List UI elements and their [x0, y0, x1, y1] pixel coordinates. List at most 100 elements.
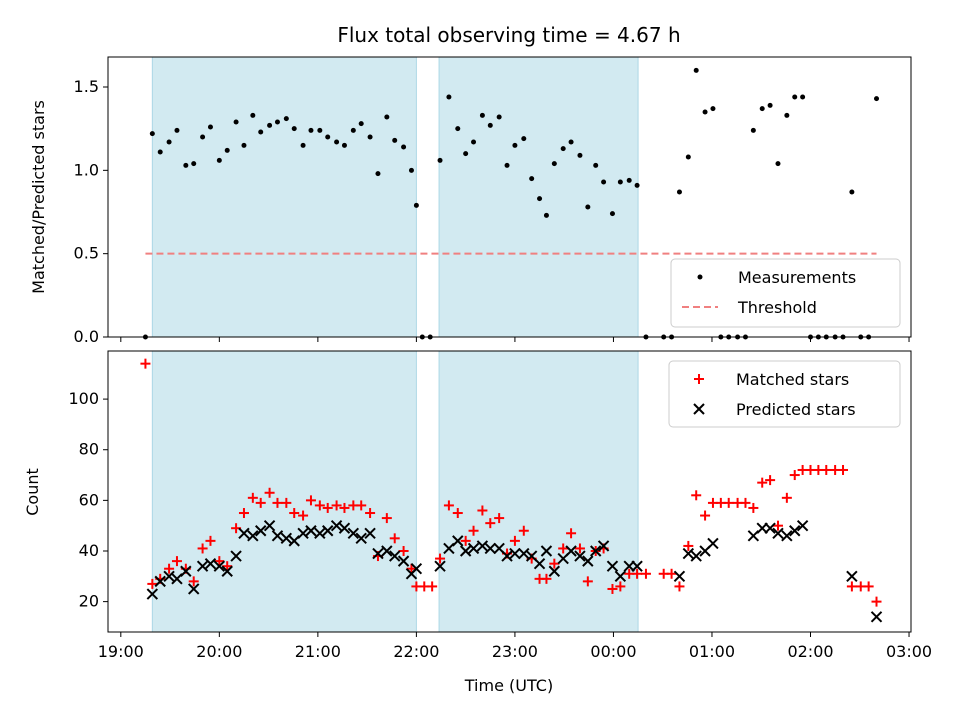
matched-star-point — [197, 543, 208, 554]
predicted-star-point — [163, 570, 175, 583]
predicted-star-point — [597, 540, 610, 552]
matched-star-point — [494, 513, 505, 524]
measurement-point — [455, 126, 461, 132]
predicted-star-point — [509, 547, 521, 560]
measurement-point — [634, 182, 640, 188]
matched-star-point — [772, 520, 783, 531]
bottom-legend-box — [668, 360, 901, 428]
measurement-point — [767, 102, 773, 108]
measurement-point — [384, 114, 390, 120]
matched-star-point — [509, 535, 520, 546]
predicted-star-point — [221, 565, 233, 577]
matched-star-point — [838, 464, 849, 475]
bottom-axes: 20 40 60 80 100 19:00 20:00 21:00 22:00 23:00 00:0… — [68, 389, 932, 661]
predicted-star-point — [590, 545, 602, 557]
predicted-star-point — [196, 560, 209, 572]
legend-matched-label: Matched stars — [736, 370, 849, 389]
x-tick-label: 00:00 — [590, 642, 636, 661]
matched-star-point — [264, 487, 275, 498]
matched-star-point — [255, 497, 266, 508]
measurement-point — [300, 142, 306, 148]
matched-star-point — [460, 535, 471, 546]
matched-star-point — [666, 568, 677, 579]
predicted-star-point — [789, 525, 801, 537]
top-plot-marks — [142, 67, 880, 340]
predicted-star-point — [690, 550, 702, 562]
x-tick-label: 20:00 — [196, 642, 242, 661]
predicted-star-point — [305, 525, 317, 537]
measurement-point — [487, 122, 493, 128]
matched-star-point — [632, 568, 643, 579]
predicted-star-point — [582, 555, 594, 567]
matched-star-point — [331, 500, 342, 511]
matched-star-point — [435, 553, 446, 564]
predicted-star-point — [146, 588, 159, 600]
bottom-y-tick-label: 40 — [79, 541, 99, 560]
measurement-point — [183, 162, 189, 168]
measurement-point — [577, 152, 583, 158]
matched-star-point — [781, 492, 792, 503]
measurement-point — [504, 162, 510, 168]
measurement-point — [207, 124, 213, 130]
predicted-star-point — [501, 550, 513, 562]
matched-star-point — [188, 576, 199, 587]
measurement-point — [750, 127, 756, 133]
measurement-point — [216, 157, 222, 163]
matched-star-point — [789, 470, 800, 481]
matched-star-point — [700, 510, 711, 521]
predicted-star-point — [518, 547, 530, 560]
measurement-point — [267, 122, 273, 128]
predicted-star-point — [330, 519, 343, 532]
measurement-point — [784, 112, 790, 118]
matched-star-point — [566, 528, 577, 539]
top-legend-box — [670, 258, 901, 328]
predicted-star-point — [781, 530, 793, 542]
predicted-star-point — [372, 547, 384, 560]
predicted-star-point — [314, 527, 326, 539]
matched-star-point — [272, 497, 283, 508]
predicted-star-point — [459, 545, 472, 557]
measurement-point — [392, 137, 398, 143]
legend-matched-marker — [694, 374, 704, 384]
measurement-point — [334, 139, 340, 145]
measurement-point — [149, 131, 155, 137]
matched-star-point — [222, 561, 233, 572]
measurement-point — [702, 109, 708, 115]
predicted-star-point — [154, 575, 166, 588]
predicted-star-point — [452, 535, 464, 547]
predicted-star-point — [247, 530, 259, 542]
predicted-star-point — [631, 560, 643, 572]
legend-measurements-marker — [697, 274, 703, 280]
measurement-point — [479, 112, 485, 118]
predicted-star-point — [565, 545, 577, 557]
bottom-axes-frame — [107, 350, 912, 633]
matched-star-point — [452, 508, 463, 519]
measurement-point — [350, 127, 356, 133]
measurement-point — [593, 162, 599, 168]
predicted-star-point — [614, 570, 627, 583]
predicted-star-point — [476, 540, 489, 552]
measurement-point — [174, 127, 180, 133]
measurement-point — [529, 176, 535, 182]
measurement-point — [543, 212, 549, 218]
predicted-star-point — [255, 525, 267, 537]
x-tick-label: 22:00 — [393, 642, 439, 661]
measurement-point — [601, 179, 607, 185]
measurement-point — [157, 149, 163, 155]
measurement-point — [800, 94, 806, 100]
predicted-star-point — [548, 565, 561, 577]
predicted-star-point — [533, 557, 546, 570]
measurement-point — [258, 129, 264, 135]
measurement-point — [759, 106, 765, 112]
predicted-star-point — [204, 557, 217, 570]
matched-star-point — [298, 510, 309, 521]
matched-star-point — [381, 513, 392, 524]
matched-star-point — [871, 596, 882, 607]
matched-star-point — [757, 477, 768, 488]
matched-star-point — [147, 578, 158, 589]
predicted-star-point — [188, 583, 200, 595]
measurement-point — [200, 134, 206, 140]
chart-title: Flux total observing time = 4.67 h — [337, 23, 680, 47]
measurement-point — [849, 189, 855, 195]
bottom-legend: Matched stars Predicted stars — [668, 360, 901, 428]
